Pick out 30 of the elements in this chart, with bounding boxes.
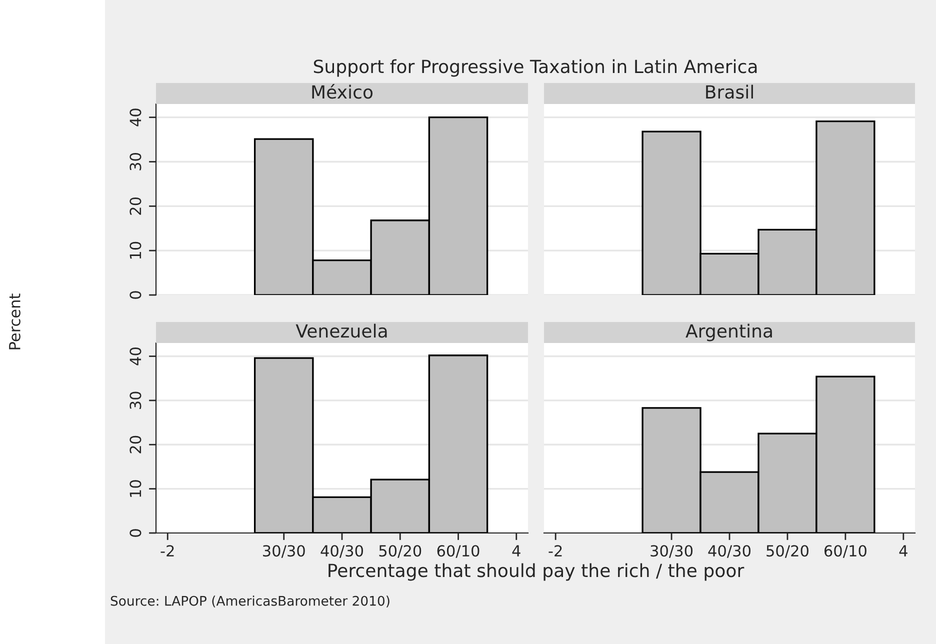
x-axis-title: Percentage that should pay the rich / the poor bbox=[328, 563, 744, 581]
y-tick-label: 20 bbox=[130, 197, 142, 215]
y-tick-label: 10 bbox=[130, 480, 142, 497]
x-tick-label: 4 bbox=[512, 545, 520, 556]
x-tick-label: 30/30 bbox=[650, 545, 693, 558]
y-tick-label: 20 bbox=[130, 436, 142, 454]
y-tick-label: 0 bbox=[130, 529, 142, 537]
text: Support for Progressive Taxation in Latin America bbox=[314, 59, 757, 77]
y-tick-label: 30 bbox=[130, 153, 142, 170]
y-tick-label: 30 bbox=[130, 392, 142, 409]
x-tick-label: 30/30 bbox=[263, 545, 305, 558]
x-tick-label: 50/20 bbox=[379, 545, 422, 558]
chart-title: Brasil bbox=[706, 84, 753, 99]
x-tick-label: -2 bbox=[160, 545, 174, 556]
y-axis-title: Percent bbox=[9, 294, 20, 350]
y-tick-label: 40 bbox=[130, 348, 142, 366]
source-note: Source: LAPOP (AmericasBarometer 2010) bbox=[110, 596, 390, 608]
x-tick-label: 60/10 bbox=[824, 545, 866, 558]
x-tick-label: 40/30 bbox=[320, 545, 363, 558]
chart-title: Argentina bbox=[686, 324, 772, 342]
y-tick-label: 0 bbox=[130, 291, 142, 299]
x-tick-label: 4 bbox=[899, 545, 908, 556]
x-tick-label: 60/10 bbox=[437, 545, 480, 558]
x-tick-label: 40/30 bbox=[708, 545, 750, 558]
x-tick-label: -2 bbox=[548, 545, 562, 556]
x-tick-label: 50/20 bbox=[766, 545, 808, 558]
y-tick-label: 40 bbox=[130, 108, 142, 126]
chart-title: México bbox=[312, 84, 373, 99]
y-tick-label: 10 bbox=[130, 242, 142, 259]
chart-title: Venezuela bbox=[296, 324, 387, 338]
